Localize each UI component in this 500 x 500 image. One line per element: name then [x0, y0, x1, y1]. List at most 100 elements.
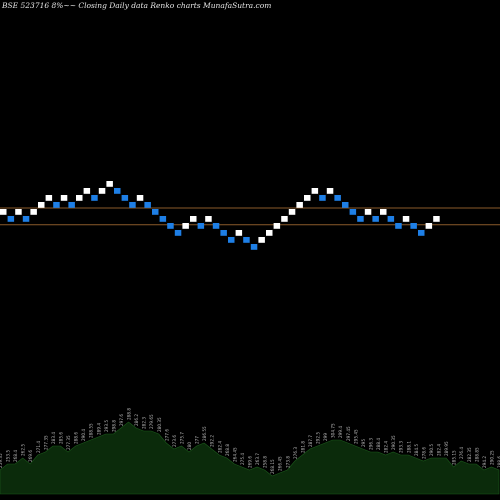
renko-brick-up [205, 216, 212, 222]
volume-area [0, 421, 500, 495]
volume-price-label: 264.45 [232, 447, 237, 462]
volume-price-label: 304.75 [331, 423, 336, 438]
renko-bricks [0, 181, 440, 250]
renko-brick-up [83, 188, 91, 194]
volume-price-label: 297.6 [119, 414, 124, 426]
renko-brick-up [304, 195, 311, 201]
volume-price-label: 288.6 [497, 456, 500, 468]
volume-price-label: 280.35 [157, 417, 162, 432]
chart-title: BSE 523716 8%~~ Closing Daily data Renko… [2, 1, 272, 10]
volume-price-label: 268.4 [13, 450, 18, 462]
renko-brick-up [60, 195, 68, 201]
volume-price-label: 277.6 [164, 429, 169, 441]
renko-brick-up [235, 230, 243, 236]
volume-price-label: 288.4 [376, 438, 381, 450]
volume-price-label: 277 [195, 436, 200, 444]
volume-price-label: 290.5 [429, 444, 434, 456]
volume-price-label: 285.15 [452, 450, 457, 465]
renko-brick-down [418, 230, 425, 236]
renko-brick-up [38, 202, 45, 208]
renko-brick-up [98, 188, 106, 194]
renko-brick-down [357, 216, 364, 222]
renko-brick-up [273, 223, 281, 229]
volume-price-label: 275.4 [240, 453, 245, 465]
volume-price-label: 292.2 [210, 435, 215, 447]
volume-price-label: 289.4 [96, 423, 101, 435]
renko-brick-up [76, 195, 83, 201]
volume-price-label: 288.8 [127, 408, 132, 420]
renko-brick-up [433, 216, 440, 222]
renko-brick-down [212, 223, 220, 229]
volume-price-label: 266.45 [278, 456, 283, 471]
renko-brick-down [152, 209, 159, 215]
reference-lines [0, 207, 500, 226]
volume-price-label: 288.1 [406, 441, 411, 453]
renko-brick-down [144, 202, 151, 208]
renko-brick-down [349, 209, 357, 215]
volume-price-label: 276.4 [459, 447, 464, 459]
renko-brick-down [220, 230, 227, 236]
volume-price-label: 290.25 [489, 450, 494, 465]
renko-brick-up [106, 181, 113, 187]
volume-price-label: 280 [187, 442, 192, 450]
volume-price-label: 276.3 [293, 447, 298, 459]
renko-brick-down [53, 202, 60, 208]
volume-price-label: 299 [323, 433, 328, 441]
volume-price-label: 283.4 [51, 432, 56, 444]
volume-price-label: 275.7 [180, 432, 185, 444]
volume-price-label: 262.5 [21, 444, 26, 456]
renko-brick-up [45, 195, 53, 201]
renko-brick-down [197, 223, 205, 229]
volume-price-label: 269.6 [248, 456, 253, 468]
volume-price-label: 258.8 [263, 456, 268, 468]
volume-price-label: 268.8 [225, 444, 230, 456]
volume-price-label: 286.2 [134, 414, 139, 426]
renko-brick-down [319, 195, 326, 201]
volume-price-label: 284.5 [414, 444, 419, 456]
renko-brick-down [114, 188, 121, 194]
renko-brick-up [30, 209, 37, 215]
renko-brick-down [372, 216, 379, 222]
volume-price-label: 263.7 [255, 453, 260, 465]
renko-brick-down [68, 202, 75, 208]
volume-price-label: 282.3 [142, 417, 147, 429]
renko-brick-down [342, 202, 349, 208]
volume-price-label: 288.85 [474, 447, 479, 462]
renko-brick-down [334, 195, 341, 201]
renko-brick-up [326, 188, 334, 194]
renko-brick-down [91, 195, 98, 201]
volume-price-label: 268.15 [270, 459, 275, 474]
volume-price-label: 282.4 [217, 441, 222, 453]
volume-price-label: 299.4 [338, 426, 343, 438]
volume-price-label: 282.4 [384, 441, 389, 453]
volume-price-label: 259.35 [0, 453, 3, 468]
volume-price-label: 277.35 [66, 435, 71, 450]
volume-price-label: 292.5 [316, 432, 321, 444]
volume-price-label: 253.5 [6, 450, 11, 462]
volume-price-label: 288.6 [74, 432, 79, 444]
volume-price-label: 278.6 [421, 447, 426, 459]
renko-brick-down [395, 223, 402, 229]
volume-price-label: 294.2 [482, 456, 487, 468]
renko-brick-down [228, 237, 235, 243]
volume-price-label: 273.8 [285, 456, 290, 468]
volume-price-label: 295.45 [353, 429, 358, 444]
volume-price-label: 289.95 [444, 441, 449, 456]
renko-brick-down [22, 216, 30, 222]
volume-price-label: 279.65 [149, 414, 154, 429]
volume-price-label: 293.3 [399, 441, 404, 453]
renko-brick-up [425, 223, 433, 229]
volume-price-label: 273.6 [172, 435, 177, 447]
renko-brick-up [190, 216, 197, 222]
renko-brick-down [7, 216, 15, 222]
volume-price-label: 290.4 [81, 429, 86, 441]
volume-price-label: 295 [361, 439, 366, 447]
renko-brick-up [0, 209, 7, 215]
renko-brick-up [182, 223, 189, 229]
renko-brick-up [402, 216, 410, 222]
renko-brick-up [258, 237, 265, 243]
renko-brick-up [364, 209, 372, 215]
